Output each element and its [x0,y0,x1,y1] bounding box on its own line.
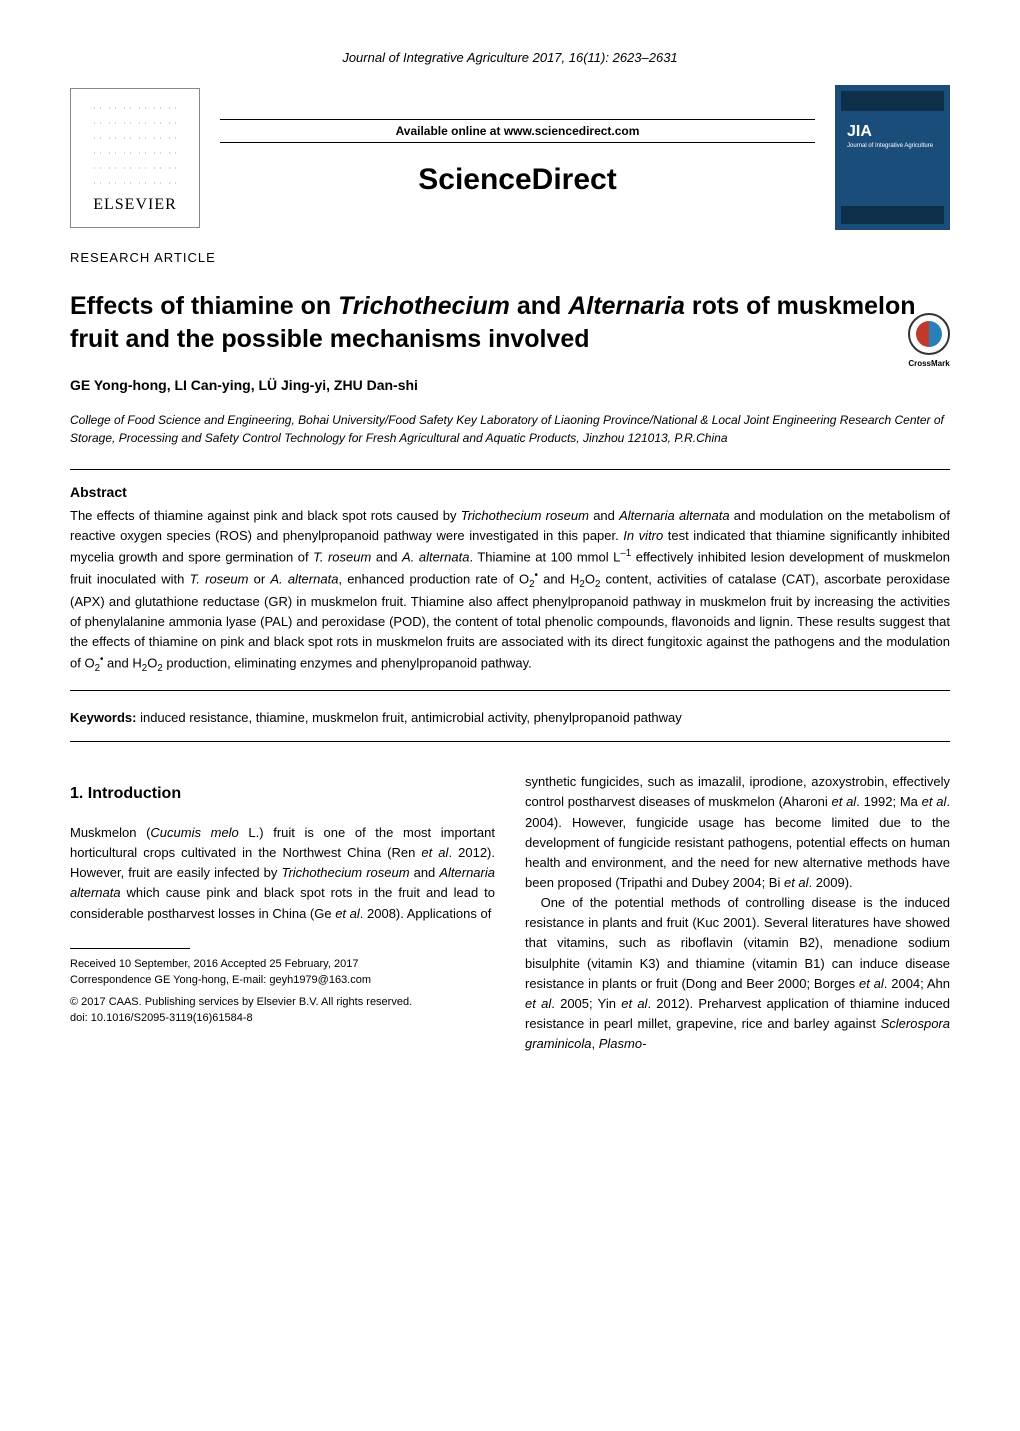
footnote-doi: doi: 10.1016/S2095-3119(16)61584-8 [70,1011,495,1027]
footnote-correspondence: Correspondence GE Yong-hong, E-mail: gey… [70,973,495,989]
article-type: RESEARCH ARTICLE [70,250,950,265]
intro-paragraph-1-cont: synthetic fungicides, such as imazalil, … [525,772,950,893]
keywords-label: Keywords: [70,710,136,725]
right-column: synthetic fungicides, such as imazalil, … [525,772,950,1054]
available-online-text: Available online at www.sciencedirect.co… [220,119,815,143]
elsevier-text: ELSEVIER [93,196,177,214]
keywords-section: Keywords: induced resistance, thiamine, … [70,699,950,742]
intro-paragraph-2: One of the potential methods of controll… [525,893,950,1054]
elsevier-tree-icon [90,102,180,192]
cover-top-bar [841,91,944,111]
center-banner: Available online at www.sciencedirect.co… [200,119,835,197]
top-banner: ELSEVIER Available online at www.science… [70,85,950,230]
sciencedirect-logo: ScienceDirect [220,163,815,197]
journal-cover-thumbnail: JIA Journal of Integrative Agriculture [835,85,950,230]
abstract-text: The effects of thiamine against pink and… [70,506,950,676]
cover-bottom-bar [841,206,944,224]
journal-header: Journal of Integrative Agriculture 2017,… [70,50,950,65]
elsevier-logo: ELSEVIER [70,88,200,228]
crossmark-label: CrossMark [908,359,950,369]
abstract-heading: Abstract [70,484,950,500]
cover-jia-text: JIA [847,123,944,141]
intro-paragraph-1: Muskmelon (Cucumis melo L.) fruit is one… [70,823,495,924]
abstract-section: Abstract The effects of thiamine against… [70,469,950,691]
authors: GE Yong-hong, LI Can-ying, LÜ Jing-yi, Z… [70,377,950,393]
crossmark-icon[interactable] [908,313,950,355]
article-title: Effects of thiamine on Trichothecium and… [70,290,950,355]
cover-subtitle-text: Journal of Integrative Agriculture [847,143,944,149]
intro-heading: 1. Introduction [70,782,495,807]
footnote-received: Received 10 September, 2016 Accepted 25 … [70,957,495,973]
keywords-text: induced resistance, thiamine, muskmelon … [136,710,681,725]
footnote-separator [70,948,190,949]
body-columns: 1. Introduction Muskmelon (Cucumis melo … [70,772,950,1054]
left-column: 1. Introduction Muskmelon (Cucumis melo … [70,772,495,1054]
crossmark-inner-icon [916,321,942,347]
footnote-copyright: © 2017 CAAS. Publishing services by Else… [70,995,495,1011]
affiliation: College of Food Science and Engineering,… [70,411,950,447]
